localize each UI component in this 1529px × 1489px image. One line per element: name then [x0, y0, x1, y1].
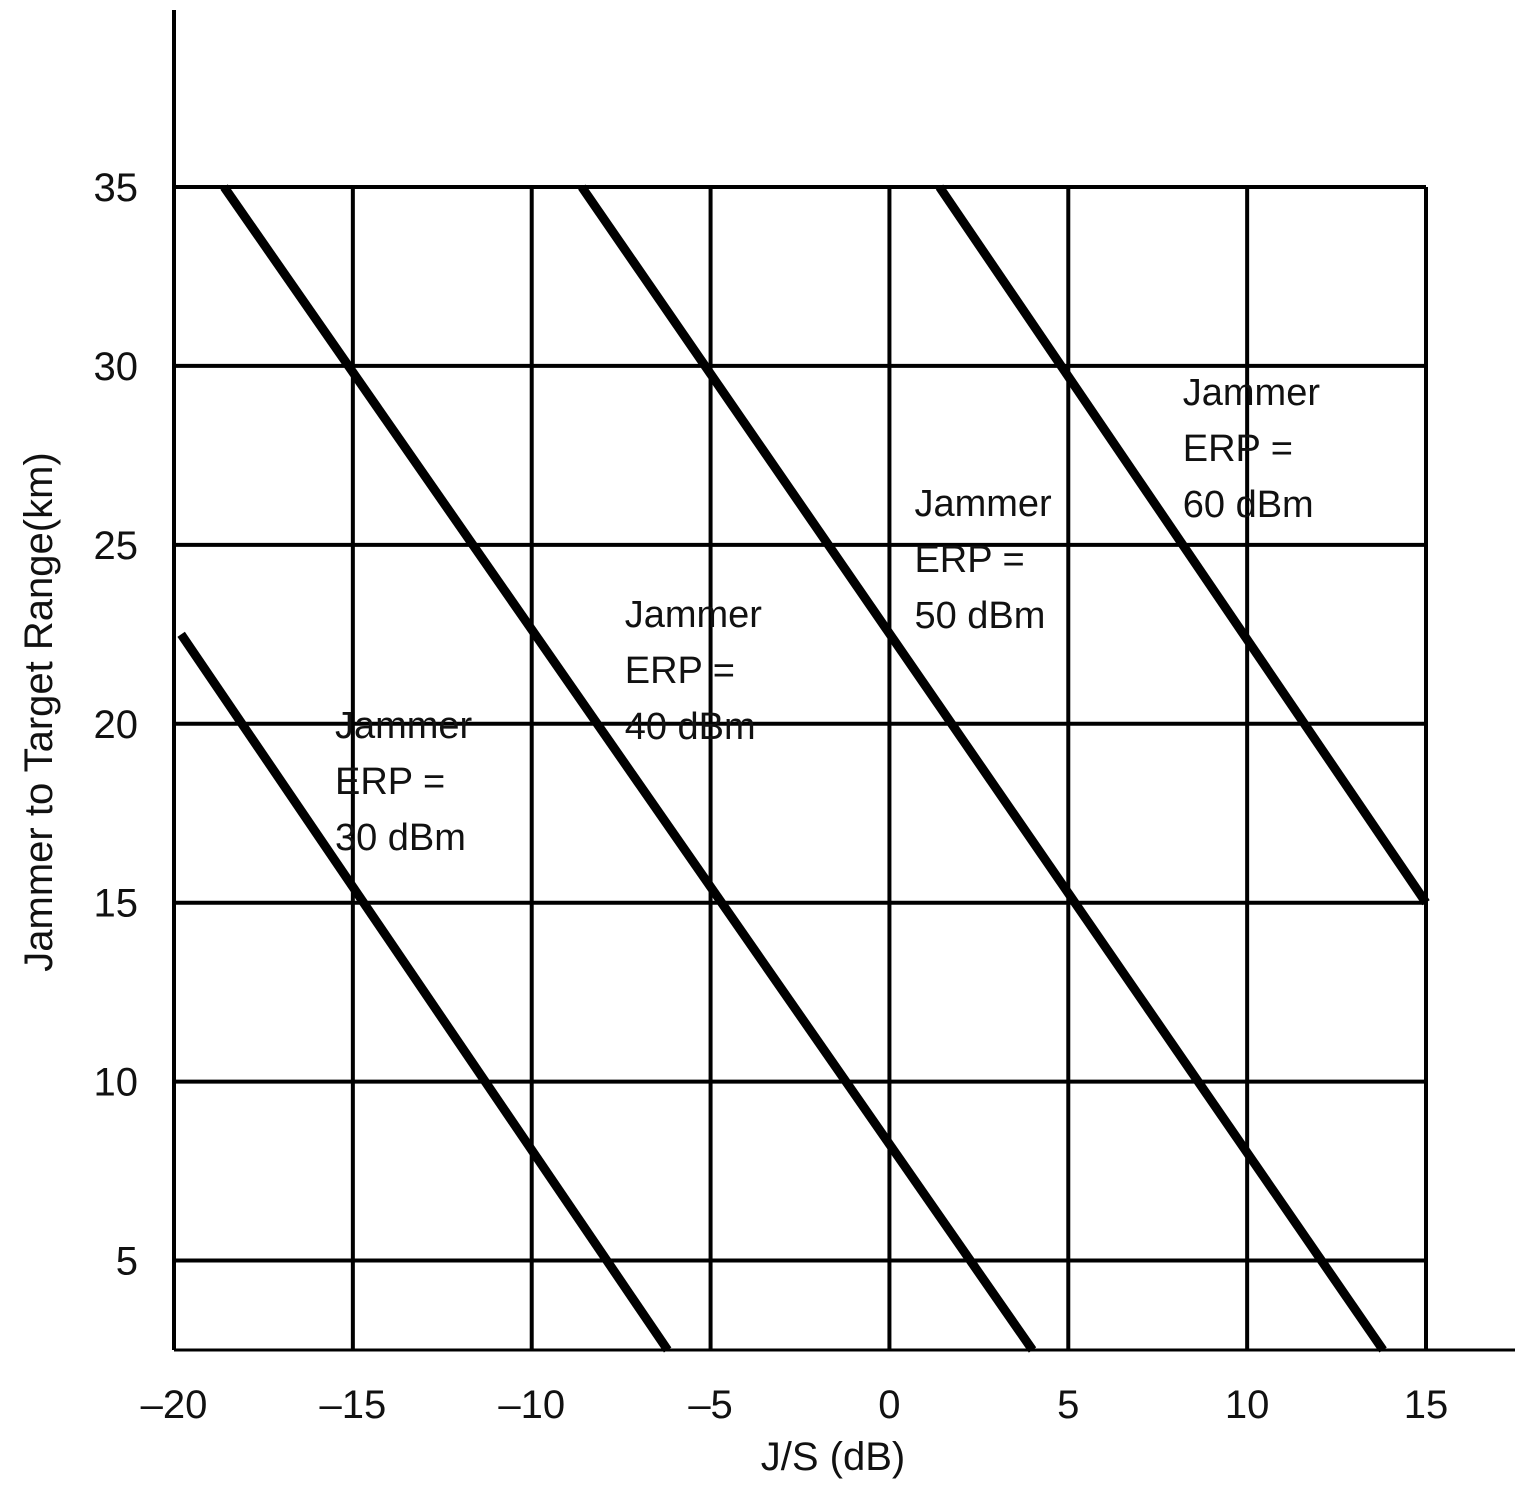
x-tick-label: 5: [1057, 1383, 1079, 1427]
x-tick-label: –10: [498, 1383, 565, 1427]
series-label-line: ERP =: [1183, 428, 1293, 470]
x-tick-label: –20: [141, 1383, 208, 1427]
series-label-line: ERP =: [625, 650, 735, 692]
x-tick-label: 0: [878, 1383, 900, 1427]
series-label: Jammer ERP = 30 dBm: [335, 705, 473, 859]
series-label-line: Jammer: [335, 705, 473, 747]
x-axis-label: J/S (dB): [761, 1435, 905, 1479]
y-tick-label: 5: [116, 1240, 138, 1284]
series-label-line: Jammer: [1183, 372, 1321, 414]
y-tick-label: 20: [94, 703, 139, 747]
x-tick-label: –15: [319, 1383, 386, 1427]
series-label-line: 60 dBm: [1183, 484, 1314, 526]
y-tick-label: 30: [94, 345, 139, 389]
series-line: [578, 184, 1387, 1353]
series-label-line: ERP =: [335, 761, 445, 803]
series-lines: [177, 184, 1430, 1353]
series-label-line: 30 dBm: [335, 817, 466, 859]
series-label-line: 40 dBm: [625, 706, 756, 748]
series-line: [177, 631, 672, 1353]
series-label-line: Jammer: [914, 483, 1052, 525]
x-tick-label: 10: [1225, 1383, 1270, 1427]
series-line: [220, 184, 1037, 1353]
series-label-line: 50 dBm: [914, 595, 1045, 637]
tick-labels: –20 –15 –10 –5 0 5 10 15 5 10 15 20 25 30 35: [94, 166, 1449, 1427]
x-tick-label: 15: [1404, 1383, 1449, 1427]
series-label: Jammer ERP = 50 dBm: [914, 483, 1052, 637]
y-tick-label: 35: [94, 166, 139, 210]
series-label: Jammer ERP = 60 dBm: [1183, 372, 1321, 526]
y-axis-label: Jammer to Target Range(km): [17, 452, 61, 971]
axes: [172, 10, 1515, 1352]
y-tick-label: 25: [94, 524, 139, 568]
series-line: [935, 184, 1430, 906]
y-tick-label: 15: [94, 882, 139, 926]
x-tick-label: –5: [688, 1383, 733, 1427]
series-label-line: Jammer: [625, 594, 763, 636]
series-label: Jammer ERP = 40 dBm: [625, 594, 763, 748]
y-tick-label: 10: [94, 1061, 139, 1105]
series-label-line: ERP =: [914, 539, 1024, 581]
grid: [174, 185, 1428, 1350]
